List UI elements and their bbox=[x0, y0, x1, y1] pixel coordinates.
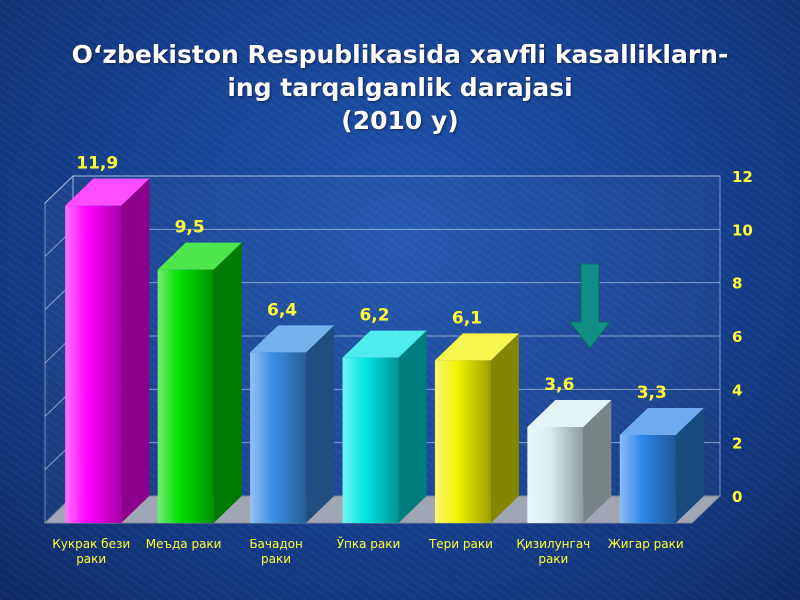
bar-front bbox=[434, 360, 491, 523]
bar bbox=[619, 408, 704, 523]
category-label: раки bbox=[261, 552, 291, 566]
bar bbox=[250, 325, 335, 523]
bar bbox=[342, 330, 427, 523]
title-line-2: ing tarqalganlik darajasi bbox=[227, 73, 573, 102]
bar-top bbox=[619, 408, 704, 435]
bar bbox=[157, 242, 242, 523]
bar-top bbox=[65, 178, 150, 206]
bar-front bbox=[527, 427, 584, 523]
data-label: 11,9 bbox=[76, 154, 118, 174]
category-label: раки bbox=[538, 552, 568, 566]
chart-title: O‘zbekiston Respublikasida xavfli kasall… bbox=[0, 38, 800, 137]
bar-side bbox=[306, 325, 335, 523]
category-label: раки bbox=[76, 552, 106, 566]
category-label: Кукрак бези bbox=[52, 537, 130, 551]
y-tick-label: 4 bbox=[732, 381, 742, 399]
category-label: Ўпка раки bbox=[337, 536, 401, 551]
bar-top bbox=[527, 400, 612, 427]
bar bbox=[434, 333, 519, 523]
category-label: Қизилунгач bbox=[516, 537, 590, 551]
category-label: Меъда раки bbox=[146, 537, 222, 551]
y-tick-label: 12 bbox=[732, 168, 753, 186]
bar-side bbox=[121, 178, 150, 523]
bar-front bbox=[65, 205, 122, 523]
y-tick-label: 10 bbox=[732, 221, 753, 239]
y-tick-label: 0 bbox=[732, 488, 742, 506]
bar-side bbox=[675, 408, 704, 523]
y-tick-label: 8 bbox=[732, 275, 742, 293]
title-line-3: (2010 y) bbox=[341, 106, 459, 135]
data-label: 9,5 bbox=[175, 218, 205, 238]
category-label: Жигар раки bbox=[608, 537, 684, 551]
bar-side bbox=[583, 400, 612, 523]
data-label: 6,2 bbox=[359, 306, 389, 326]
category-label: Бачадон bbox=[249, 537, 303, 551]
bar-top bbox=[157, 242, 242, 270]
bar-side bbox=[213, 242, 242, 523]
category-label: Тери раки bbox=[428, 537, 493, 551]
bar-front bbox=[250, 352, 307, 523]
bar bbox=[527, 400, 612, 523]
bar-front bbox=[157, 269, 214, 523]
title-line-1: O‘zbekiston Respublikasida xavfli kasall… bbox=[71, 40, 729, 69]
y-tick-label: 6 bbox=[732, 328, 742, 346]
bar-side bbox=[490, 333, 519, 523]
y-tick-label: 2 bbox=[732, 435, 742, 453]
down-arrow-icon bbox=[568, 263, 612, 349]
data-label: 6,4 bbox=[267, 300, 297, 320]
bar-side bbox=[398, 330, 427, 523]
bar-front bbox=[619, 435, 676, 523]
bar-front bbox=[342, 357, 399, 523]
data-label: 3,3 bbox=[637, 383, 667, 403]
data-label: 3,6 bbox=[544, 375, 574, 395]
data-label: 6,1 bbox=[452, 308, 482, 328]
gridline-side bbox=[44, 175, 74, 204]
bar-top bbox=[342, 330, 427, 358]
bar-top bbox=[250, 325, 335, 353]
bar-top bbox=[434, 333, 519, 361]
bar bbox=[65, 178, 150, 523]
